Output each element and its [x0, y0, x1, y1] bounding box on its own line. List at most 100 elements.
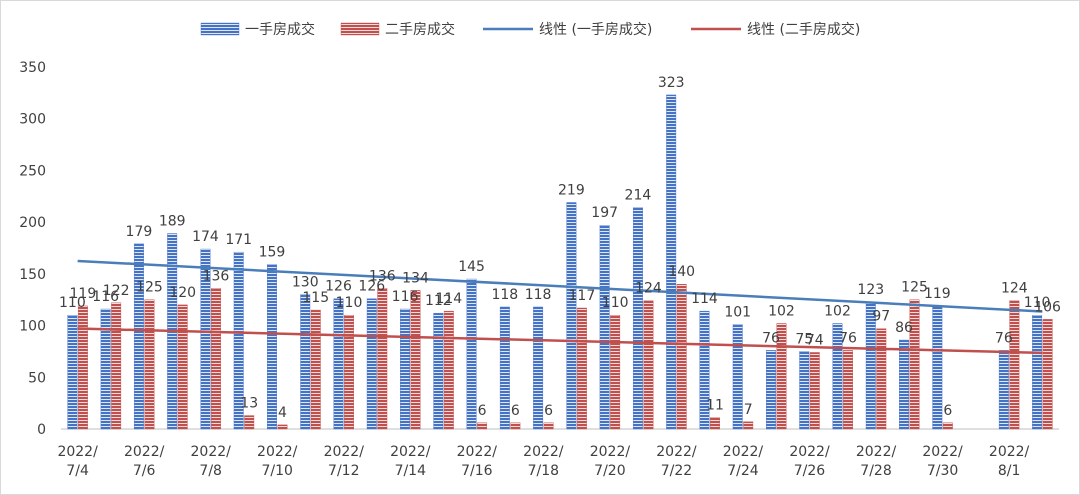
- bar-primary: [100, 308, 111, 430]
- data-label: 86: [895, 320, 913, 336]
- data-label: 174: [192, 229, 219, 245]
- data-label: 124: [1001, 281, 1028, 297]
- data-label: 7: [744, 402, 753, 418]
- data-label: 134: [402, 270, 429, 286]
- legend-swatch: [340, 22, 380, 36]
- data-label: 116: [92, 289, 119, 305]
- trendlines: [77, 259, 1043, 355]
- y-axis: 0 50 100 150 200 250 300 350: [19, 60, 46, 438]
- bar-primary: [366, 298, 377, 430]
- bar-secondary: [1009, 300, 1020, 430]
- data-label: 13: [240, 396, 258, 412]
- x-tick-label: 2022/: [257, 444, 298, 460]
- data-label: 125: [136, 280, 163, 296]
- bar-primary: [233, 251, 244, 430]
- data-label: 6: [544, 403, 553, 419]
- bar-primary: [67, 315, 78, 430]
- bar-primary: [133, 243, 144, 430]
- data-label: 114: [435, 291, 462, 307]
- bar-secondary: [77, 305, 88, 430]
- data-label: 101: [724, 305, 751, 321]
- data-label: 102: [824, 304, 851, 320]
- legend: 一手房成交 二手房成交 线性 (一手房成交) 线性 (二手房成交): [200, 21, 860, 38]
- bar-primary: [998, 350, 1009, 430]
- x-axis: 2022/7/4 2022/7/6 2022/7/8 2022/7/10 2022/7/…: [57, 428, 1059, 479]
- data-label: 214: [625, 188, 652, 204]
- y-tick-label: 350: [19, 60, 46, 76]
- data-label: 219: [558, 182, 585, 198]
- data-label: 102: [768, 304, 795, 320]
- bar-secondary: [876, 328, 887, 430]
- bar-secondary: [443, 310, 454, 430]
- bar-secondary: [111, 302, 122, 430]
- data-label: 118: [525, 287, 552, 303]
- bar-primary: [566, 202, 577, 430]
- x-tick-label: 2022/: [922, 444, 963, 460]
- bar-secondary: [610, 315, 621, 430]
- legend-label: 一手房成交: [245, 21, 315, 38]
- bar-secondary: [510, 422, 521, 430]
- bar-secondary: [643, 300, 654, 430]
- bar-secondary: [776, 323, 787, 430]
- legend-label: 二手房成交: [385, 21, 455, 38]
- data-label: 6: [943, 403, 952, 419]
- y-tick-label: 300: [19, 112, 46, 128]
- data-label: 76: [762, 330, 780, 346]
- x-tick-label: 7/6: [133, 463, 156, 479]
- data-label: 74: [806, 332, 824, 348]
- bar-primary: [400, 308, 410, 430]
- bar-primary: [200, 248, 211, 430]
- x-tick-label: 7/24: [727, 463, 759, 479]
- bar-primary: [300, 294, 311, 430]
- x-tick-label: 7/14: [395, 463, 427, 479]
- x-tick-label: 7/20: [594, 463, 625, 479]
- bar-secondary: [244, 415, 255, 430]
- x-tick-label: 2022/: [523, 444, 564, 460]
- x-tick-label: 2022/: [124, 444, 165, 460]
- data-label: 120: [169, 285, 196, 301]
- data-label: 171: [225, 232, 252, 248]
- bars: [67, 94, 1053, 430]
- data-label: 197: [591, 205, 618, 221]
- x-tick-label: 7/28: [860, 463, 891, 479]
- data-label: 119: [924, 286, 951, 302]
- x-tick-label: 2022/: [723, 444, 764, 460]
- y-tick-label: 50: [28, 370, 46, 386]
- data-label: 114: [691, 291, 718, 307]
- data-label: 125: [901, 280, 928, 296]
- data-label: 179: [126, 224, 153, 240]
- bar-secondary: [1042, 319, 1053, 430]
- bar-primary: [799, 351, 810, 430]
- data-label: 110: [1024, 295, 1051, 311]
- legend-swatch: [200, 22, 240, 36]
- bar-primary: [932, 305, 943, 430]
- bar-secondary: [377, 288, 388, 430]
- x-tick-label: 7/4: [66, 463, 89, 479]
- x-tick-label: 2022/: [856, 444, 897, 460]
- bar-primary: [766, 350, 776, 430]
- bar-secondary: [576, 307, 587, 430]
- bar-secondary: [310, 309, 321, 430]
- bar-primary: [267, 264, 277, 430]
- bar-secondary: [210, 288, 221, 430]
- bar-secondary: [809, 352, 820, 430]
- data-label: 159: [259, 245, 286, 261]
- bar-secondary: [676, 284, 687, 430]
- bar-secondary: [277, 424, 288, 430]
- bar-primary: [666, 94, 677, 430]
- bar-primary: [732, 324, 743, 430]
- data-label: 122: [103, 283, 130, 299]
- data-label: 75: [795, 331, 813, 347]
- data-label: 115: [302, 290, 329, 306]
- bar-primary: [899, 339, 909, 430]
- bar-primary: [699, 310, 710, 430]
- data-label: 189: [159, 214, 186, 230]
- data-label: 117: [569, 288, 596, 304]
- x-tick-label: 2022/: [656, 444, 697, 460]
- y-tick-label: 0: [37, 422, 46, 438]
- data-label: 6: [478, 403, 487, 419]
- x-tick-label: 2022/: [390, 444, 431, 460]
- bar-secondary: [543, 422, 554, 430]
- x-tick-label: 2022/: [191, 444, 232, 460]
